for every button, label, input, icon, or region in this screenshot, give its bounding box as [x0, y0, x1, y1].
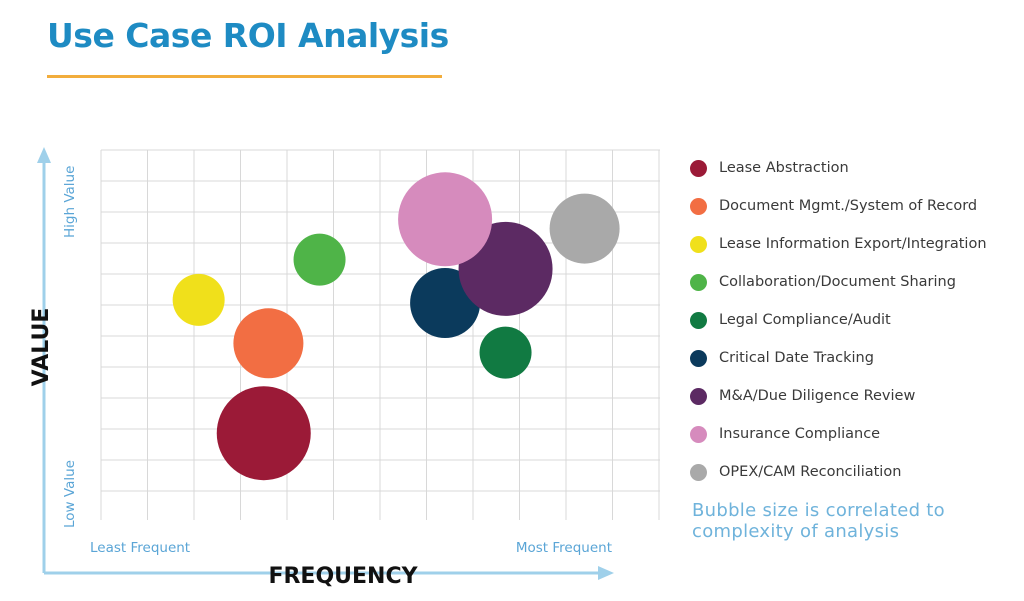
- legend-item: Document Mgmt./System of Record: [690, 187, 1020, 225]
- legend-swatch: [690, 159, 707, 177]
- bubble-size-note: Bubble size is correlated to complexity …: [692, 500, 945, 542]
- legend-swatch: [690, 235, 707, 253]
- y-axis-arrow-icon: [37, 147, 51, 163]
- legend-item: Insurance Compliance: [690, 415, 1020, 453]
- legend-item: Lease Abstraction: [690, 149, 1020, 187]
- legend-swatch: [690, 273, 707, 291]
- legend-item: OPEX/CAM Reconciliation: [690, 453, 1020, 491]
- title-underline: [47, 75, 442, 78]
- y-tick-label-low: Low Value: [62, 460, 78, 528]
- legend-label: Insurance Compliance: [719, 426, 881, 442]
- bubble-document-mgmt-system-of-record: [233, 308, 304, 379]
- legend-swatch: [690, 197, 707, 215]
- legend-item: Lease Information Export/Integration: [690, 225, 1020, 263]
- legend-item: M&A/Due Diligence Review: [690, 377, 1020, 415]
- legend-label: M&A/Due Diligence Review: [719, 388, 916, 404]
- bubble-lease-abstraction: [216, 386, 311, 481]
- page-title: Use Case ROI Analysis: [47, 16, 449, 55]
- legend-item: Collaboration/Document Sharing: [690, 263, 1020, 301]
- legend-label: Document Mgmt./System of Record: [719, 198, 978, 214]
- chart-legend: Lease Abstraction Document Mgmt./System o…: [690, 149, 1020, 491]
- legend-swatch: [690, 387, 707, 405]
- legend-item: Critical Date Tracking: [690, 339, 1020, 377]
- bubble-insurance-compliance: [398, 172, 493, 267]
- legend-label: Collaboration/Document Sharing: [719, 274, 956, 290]
- x-tick-label-low: Least Frequent: [90, 540, 190, 556]
- legend-swatch: [690, 311, 707, 329]
- y-axis-title: VALUE: [29, 308, 54, 387]
- y-tick-label-high: High Value: [62, 166, 78, 238]
- legend-label: Legal Compliance/Audit: [719, 312, 891, 328]
- legend-item: Legal Compliance/Audit: [690, 301, 1020, 339]
- legend-label: Critical Date Tracking: [719, 350, 874, 366]
- legend-swatch: [690, 425, 707, 443]
- bubble-collaboration-document-sharing: [293, 233, 346, 286]
- bubble-legal-compliance-audit: [479, 326, 532, 379]
- x-tick-label-high: Most Frequent: [516, 540, 612, 556]
- x-axis-arrow-icon: [598, 566, 614, 580]
- x-axis-title: FREQUENCY: [268, 564, 418, 589]
- legend-label: OPEX/CAM Reconciliation: [719, 464, 902, 480]
- bubble-lease-information-export-integration: [172, 273, 225, 326]
- legend-label: Lease Abstraction: [719, 160, 849, 176]
- bubble-opex-cam-reconciliation: [549, 193, 620, 264]
- legend-swatch: [690, 349, 707, 367]
- legend-label: Lease Information Export/Integration: [719, 236, 987, 252]
- legend-swatch: [690, 463, 707, 481]
